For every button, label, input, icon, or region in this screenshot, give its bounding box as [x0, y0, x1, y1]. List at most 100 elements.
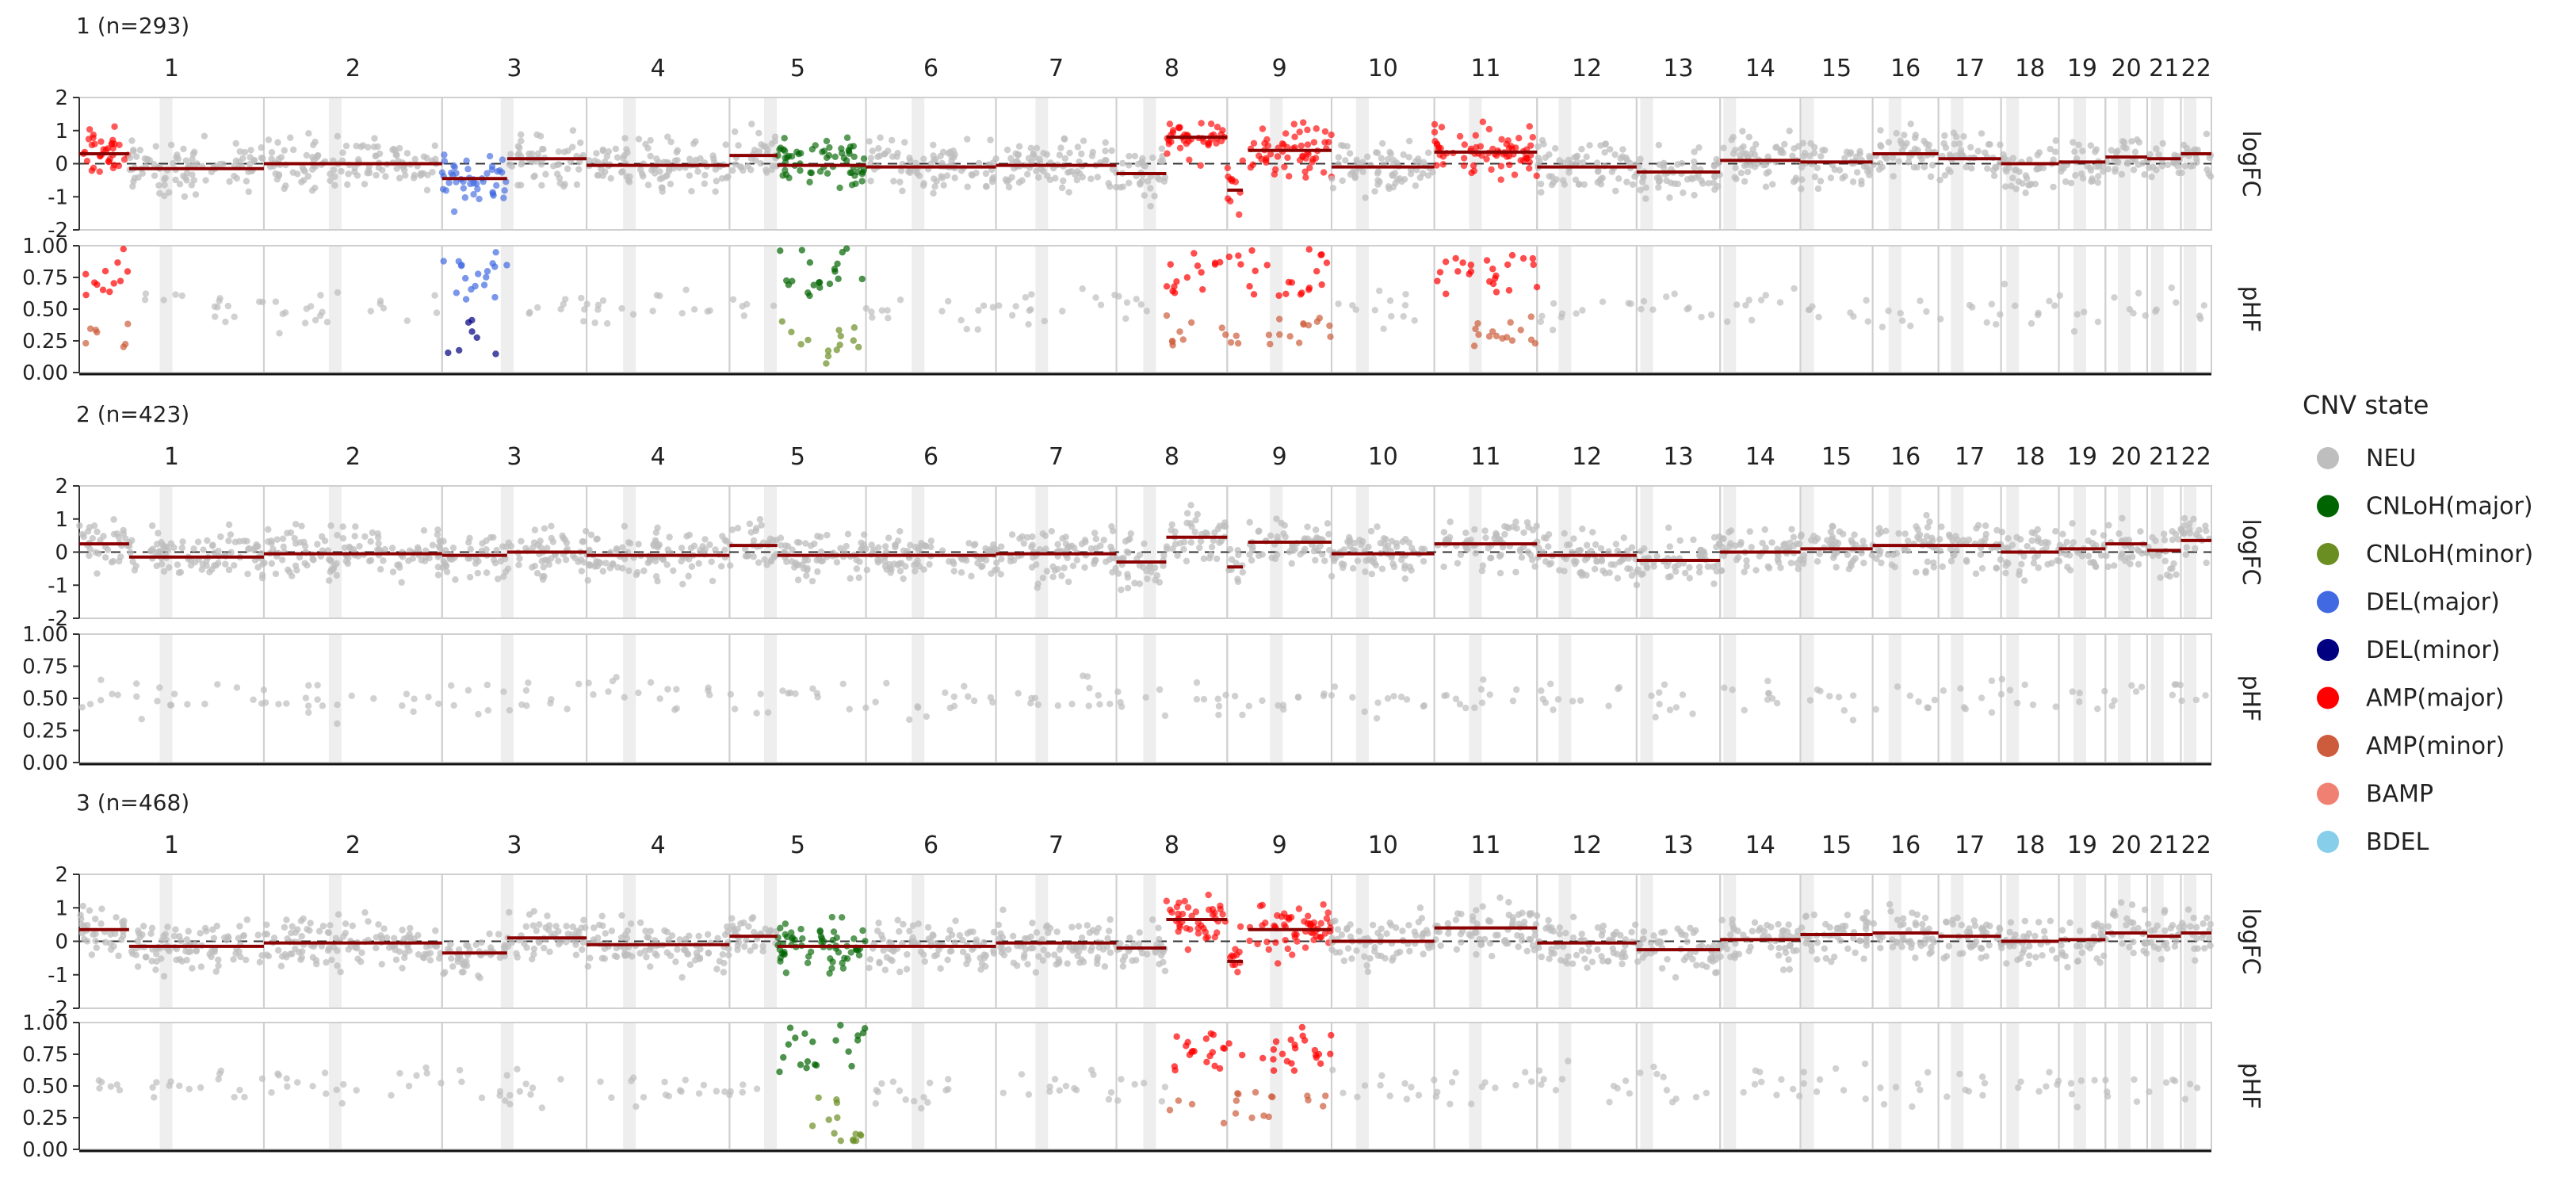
logfc-point — [217, 533, 224, 541]
logfc-point — [674, 156, 681, 164]
phf-point — [2132, 688, 2140, 695]
logfc-point — [875, 544, 882, 551]
centromere-band — [1558, 634, 1572, 763]
logfc-point — [618, 912, 625, 919]
logfc-point — [464, 942, 472, 950]
logfc-point — [2130, 166, 2138, 174]
phf-point — [1907, 322, 1914, 330]
logfc-point — [1655, 141, 1663, 149]
logfc-point — [182, 157, 190, 164]
logfc-point — [1947, 533, 1954, 541]
phf-point — [825, 1116, 832, 1123]
phf-point — [1472, 325, 1479, 333]
logfc-point — [759, 942, 766, 950]
logfc-point — [231, 562, 238, 569]
logfc-point — [676, 936, 683, 943]
logfc-point — [1735, 553, 1742, 561]
phf-point — [2046, 297, 2053, 305]
logfc-point — [990, 174, 997, 181]
phf-point — [1371, 307, 1378, 314]
chromosome-label: 15 — [1821, 443, 1852, 471]
logfc-point — [614, 564, 621, 571]
logfc-point — [725, 951, 732, 959]
logfc-point — [544, 912, 551, 919]
centromere-band — [764, 486, 778, 618]
logfc-point — [274, 139, 281, 146]
logfc-point — [418, 556, 425, 564]
logfc-point — [838, 914, 846, 921]
phf-point — [1764, 677, 1771, 685]
logfc-point — [1477, 143, 1485, 150]
logfc-point — [1617, 155, 1624, 162]
logfc-point — [528, 159, 536, 166]
logfc-point — [86, 552, 93, 560]
phf-point — [1478, 699, 1486, 706]
logfc-point — [740, 919, 747, 927]
logfc-point — [1901, 530, 1909, 537]
logfc-point — [203, 557, 210, 564]
logfc-point — [1025, 155, 1033, 162]
logfc-point — [328, 956, 335, 964]
logfc-point — [1078, 934, 1086, 942]
logfc-point — [1634, 566, 1642, 573]
logfc-point — [1686, 575, 1693, 582]
logfc-point — [1535, 155, 1542, 162]
logfc-point — [1520, 529, 1527, 537]
logfc-point — [1512, 568, 1519, 575]
phf-point — [804, 1057, 812, 1065]
logfc-point — [243, 916, 251, 923]
logfc-point — [80, 533, 87, 541]
strip-label-phf: pHF — [2237, 675, 2265, 722]
logfc-tick-label: -1 — [48, 964, 68, 988]
logfc-point — [1635, 163, 1642, 170]
phf-point — [792, 690, 799, 698]
logfc-point — [855, 574, 862, 582]
logfc-point — [594, 171, 602, 179]
centromere-band — [328, 1023, 342, 1149]
logfc-point — [1168, 521, 1175, 529]
phf-point — [461, 274, 469, 282]
logfc-point — [143, 156, 151, 163]
phf-point — [808, 1122, 816, 1130]
logfc-point — [1066, 149, 1073, 157]
phf-point — [506, 1092, 514, 1099]
logfc-point — [952, 917, 959, 924]
logfc-point — [721, 931, 729, 939]
centromere-band — [328, 246, 342, 373]
logfc-point — [701, 171, 709, 179]
logfc-point — [186, 161, 193, 169]
logfc-point — [1049, 573, 1057, 581]
logfc-point — [2146, 151, 2154, 158]
logfc-point — [2016, 571, 2023, 579]
logfc-point — [1789, 152, 1796, 159]
phf-point — [594, 306, 602, 313]
logfc-point — [1217, 902, 1224, 909]
phf-point — [1733, 301, 1741, 308]
logfc-point — [183, 957, 190, 964]
logfc-point — [1498, 136, 1505, 143]
phf-point — [2142, 312, 2149, 319]
chromosome-label: 12 — [1572, 443, 1602, 471]
phf-point — [1485, 333, 1493, 340]
logfc-point — [728, 915, 736, 922]
logfc-point — [767, 927, 774, 935]
logfc-point — [2149, 552, 2157, 560]
logfc-point — [179, 538, 186, 545]
logfc-point — [275, 155, 282, 163]
logfc-point — [327, 170, 334, 178]
phf-point — [629, 1074, 637, 1081]
logfc-point — [621, 931, 629, 939]
logfc-point — [885, 147, 892, 155]
logfc-point — [533, 927, 541, 935]
logfc-point — [1743, 557, 1750, 564]
logfc-point — [1884, 551, 1892, 558]
logfc-point — [526, 150, 533, 158]
logfc-point — [644, 933, 651, 941]
phf-point — [812, 1061, 820, 1069]
phf-point — [1008, 312, 1016, 319]
phf-point — [132, 680, 140, 687]
phf-point — [1313, 267, 1320, 275]
phf-point — [1452, 254, 1459, 262]
logfc-point — [496, 166, 503, 174]
phf-point — [1118, 703, 1126, 710]
